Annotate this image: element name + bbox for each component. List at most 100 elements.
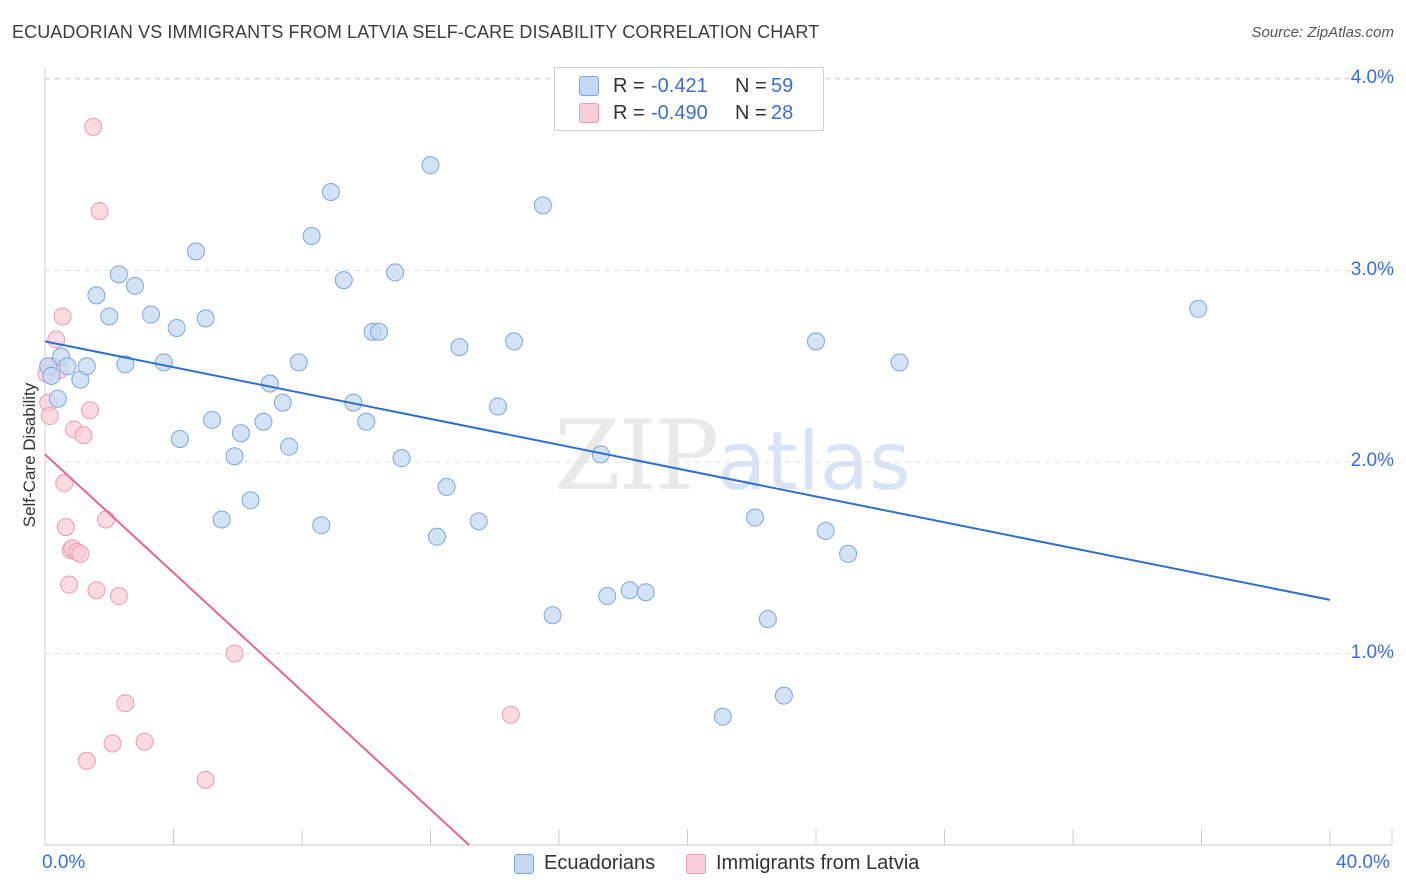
ecuadorian-point [386,263,405,282]
ecuadorian-point [505,332,524,351]
grid-lines [45,77,1392,654]
trend-lines [44,340,1331,846]
source-label: Source: ZipAtlas.com [1251,24,1394,41]
latvia-points [37,117,520,789]
latvia-point [90,202,109,221]
ecuadorian-point [598,587,617,606]
ecuadorian-point [186,242,205,261]
legend-row-latvia: R = -0.490 N = 28 [579,101,793,125]
ecuadorian-point [87,286,106,305]
legend-swatch-pink [579,103,599,123]
ecuadorian-point [839,544,858,563]
legend-item-ecuadorians: Ecuadorians [514,852,655,875]
legend-r-value: -0.421 [651,74,708,97]
ecuadorian-point [42,366,61,385]
latvia-point [84,117,103,136]
ecuadorian-point [370,322,389,341]
legend-label-latvia: Immigrants from Latvia [716,852,920,874]
legend-swatch-blue [579,76,599,96]
y-tick-label: 4.0% [1350,67,1394,88]
latvia-point [103,734,122,753]
axes [44,68,1393,846]
ecuadorian-point [421,156,440,175]
y-axis-label: Self-Care Disability [20,382,39,528]
ecuadorian-point [167,318,186,337]
legend-r-label: R = [613,101,645,124]
ecuadorian-point [58,357,77,376]
legend-n-value: 28 [771,101,794,124]
ecuadorian-point [170,430,189,449]
legend-label-ecuadorians: Ecuadorians [544,852,656,874]
ecuadorian-point [109,265,128,284]
latvia-point [74,426,93,445]
ecuadorian-points [39,156,1208,726]
ecuadorian-point [469,512,488,531]
correlation-legend: R = -0.421 N = 59 R = -0.490 N = 28 [554,67,824,131]
legend-n-value: 59 [771,74,794,97]
ecuadorian-point [212,510,231,529]
ecuadorian-point [48,389,67,408]
ecuadorian-point [816,521,835,540]
latvia-point [56,518,75,537]
series-legend: Ecuadorians Immigrants from Latvia [0,852,1406,876]
latvia-point [80,401,99,420]
legend-swatch-pink [686,853,706,874]
ecuadorian-point [280,437,299,456]
ecuadorian-point [321,182,340,201]
latvia-trend-line [44,453,470,846]
ecuadorian-point [254,412,273,431]
ecuadorian-point [450,338,469,357]
ecuadorian-point [1189,299,1208,318]
y-tick-label: 3.0% [1350,258,1394,280]
ecuadorian-point [196,309,215,328]
ecuadorian-point [488,397,507,416]
latvia-point [53,307,72,326]
legend-item-latvia: Immigrants from Latvia [686,852,919,875]
ecuadorian-point [302,227,321,246]
legend-n-label: N = [735,101,767,124]
ecuadorian-point [125,276,144,295]
latvia-point [97,510,116,529]
x-tick-label-max: 40.0% [1336,852,1390,873]
ecuadorian-point [774,686,793,705]
ecuadorian-point [142,305,161,324]
latvia-point [501,705,520,724]
ecuadorian-point [807,332,825,351]
latvia-point [71,544,90,563]
legend-n-label: N = [735,74,767,97]
ecuadorian-point [392,449,411,468]
ecuadorian-point [273,393,292,412]
chart-title: ECUADORIAN VS IMMIGRANTS FROM LATVIA SEL… [12,22,820,42]
ecuadorian-point [636,583,655,602]
x-tick-label-min: 0.0% [42,852,86,873]
ecuadorian-point [225,447,244,466]
legend-row-ecuadorians: R = -0.421 N = 59 [579,74,793,98]
ecuadorian-point [758,610,777,629]
ecuadorian-point [154,353,173,372]
latvia-point [60,575,79,594]
latvia-point [225,644,244,663]
ecuadorian-point [620,581,639,600]
ecuadorian-point [543,606,562,625]
legend-swatch-blue [514,853,534,874]
ecuadorian-point [100,307,119,326]
ecuadorian-point [116,355,135,374]
latvia-point [196,770,215,789]
ecuadorian-point [437,477,456,496]
watermark-zip: ZIP [554,400,719,512]
latvia-point [40,407,59,426]
y-tick-label: 2.0% [1350,450,1394,471]
y-tick-label: 1.0% [1350,641,1394,663]
ecuadorian-point [77,357,96,376]
legend-r-label: R = [613,74,645,97]
ecuadorian-point [890,353,909,372]
ecuadorian-point [745,508,764,527]
ecuadorian-trend-line [44,340,1331,601]
ecuadorian-point [427,527,446,546]
latvia-point [77,751,96,770]
ecuadorian-point [334,271,353,290]
latvia-point [109,587,128,606]
ecuadorian-point [533,196,552,215]
ecuadorian-point [713,707,732,726]
